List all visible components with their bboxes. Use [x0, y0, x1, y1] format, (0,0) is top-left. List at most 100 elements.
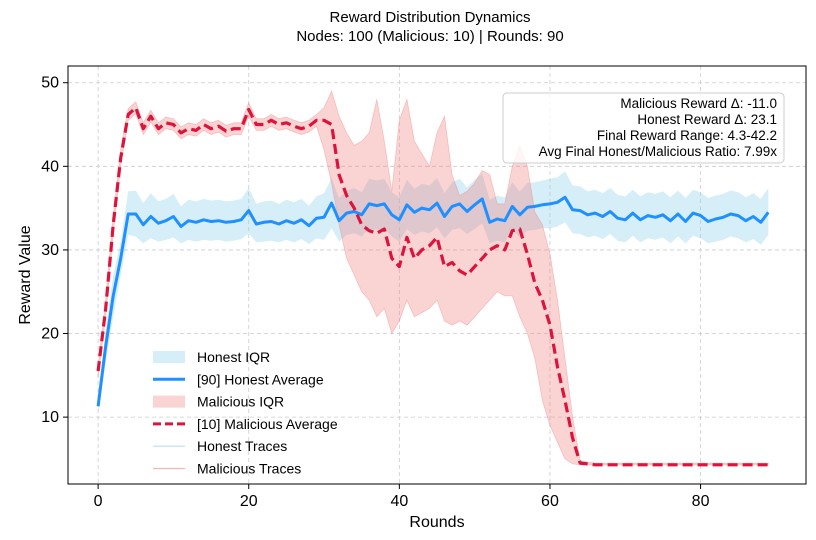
- malicious-average-point: [730, 464, 732, 466]
- stat-ratio: Avg Final Honest/Malicious Ratio: 7.99x: [539, 144, 778, 159]
- malicious-average-point: [587, 463, 589, 465]
- honest-average-point: [361, 214, 363, 216]
- grid: [68, 66, 806, 484]
- honest-average-point: [527, 206, 529, 208]
- malicious-average-point: [752, 464, 754, 466]
- honest-average-point: [707, 221, 709, 223]
- honest-average-point: [127, 213, 129, 215]
- malicious-average-point: [700, 464, 702, 466]
- honest-average-point: [188, 220, 190, 222]
- honest-average-point: [640, 219, 642, 221]
- malicious-average-point: [466, 274, 468, 276]
- honest-average-point: [481, 198, 483, 200]
- honest-average-point: [218, 220, 220, 222]
- legend-swatch-band: [153, 351, 185, 363]
- honest-average-point: [557, 201, 559, 203]
- malicious-average-point: [489, 249, 491, 251]
- honest-average-point: [271, 221, 273, 223]
- honest-average-point: [459, 203, 461, 205]
- malicious-average-point: [542, 299, 544, 301]
- malicious-average-point: [368, 230, 370, 232]
- malicious-average-point: [255, 124, 257, 126]
- honest-average-point: [572, 209, 574, 211]
- malicious-average-point: [97, 370, 99, 372]
- malicious-average-point: [188, 128, 190, 130]
- honest-average-point: [722, 217, 724, 219]
- malicious-average-point: [707, 464, 709, 466]
- malicious-average-point: [519, 228, 521, 230]
- honest-iqr-band: [98, 171, 769, 413]
- malicious-average-point: [338, 174, 340, 176]
- honest-average-point: [512, 206, 514, 208]
- honest-average-point: [286, 220, 288, 222]
- honest-average-point: [278, 223, 280, 225]
- malicious-average-point: [376, 232, 378, 234]
- honest-average-point: [210, 221, 212, 223]
- honest-average-point: [587, 214, 589, 216]
- honest-average-point: [233, 221, 235, 223]
- honest-average-point: [112, 295, 114, 297]
- malicious-average-point: [286, 122, 288, 124]
- malicious-average-point: [127, 114, 129, 116]
- x-tick-label: 0: [94, 493, 103, 510]
- malicious-average-point: [737, 464, 739, 466]
- plot-frame: [67, 65, 807, 485]
- malicious-average-point: [647, 464, 649, 466]
- malicious-average-point: [474, 266, 476, 268]
- honest-average-point: [647, 215, 649, 217]
- honest-average-point: [768, 212, 770, 214]
- honest-average-point: [662, 214, 664, 216]
- y-tick-label: 30: [41, 242, 59, 259]
- malicious-average-point: [308, 125, 310, 127]
- malicious-average-point: [677, 464, 679, 466]
- honest-average-point: [730, 213, 732, 215]
- malicious-average-point: [271, 120, 273, 122]
- malicious-iqr-band: [97, 89, 769, 466]
- honest-average-point: [414, 212, 416, 214]
- malicious-average-point: [624, 464, 626, 466]
- malicious-average-point: [579, 462, 581, 464]
- malicious-average-point: [745, 464, 747, 466]
- honest-average-point: [715, 218, 717, 220]
- honest-average-point: [466, 211, 468, 213]
- honest-average-point: [519, 214, 521, 216]
- honest-average-point: [158, 222, 160, 224]
- malicious-average-point: [331, 124, 333, 126]
- honest-average-point: [203, 219, 205, 221]
- honest-average-point: [632, 212, 634, 214]
- malicious-average-point: [165, 122, 167, 124]
- honest-average-point: [542, 204, 544, 206]
- malicious-average-point: [391, 257, 393, 259]
- stat-final-range: Final Reward Range: 4.3-42.2: [597, 128, 777, 143]
- malicious-average-line: [96, 106, 769, 467]
- malicious-average-point: [346, 195, 348, 197]
- honest-average-point: [255, 223, 257, 225]
- honest-average-point: [383, 203, 385, 205]
- malicious-average-point: [512, 230, 514, 232]
- honest-average-point: [700, 215, 702, 217]
- malicious-average-point: [301, 128, 303, 130]
- malicious-average-point: [399, 266, 401, 268]
- malicious-average-point: [180, 132, 182, 134]
- malicious-average-point: [112, 224, 114, 226]
- honest-average-point: [308, 225, 310, 227]
- honest-average-point: [346, 212, 348, 214]
- honest-average-point: [353, 211, 355, 213]
- malicious-average-point: [383, 228, 385, 230]
- honest-average-point: [150, 216, 152, 218]
- honest-average-point: [225, 222, 227, 224]
- malicious-average-point: [609, 464, 611, 466]
- malicious-average-point: [632, 464, 634, 466]
- legend-label: [10] Malicious Average: [197, 416, 338, 432]
- malicious-average-point: [150, 115, 152, 117]
- malicious-average-point: [240, 128, 242, 130]
- malicious-average-point: [655, 464, 657, 466]
- honest-average-point: [579, 210, 581, 212]
- x-axis-label: Rounds: [409, 514, 464, 531]
- honest-average-point: [685, 221, 687, 223]
- x-tick-label: 60: [541, 493, 559, 510]
- honest-average-point: [97, 405, 99, 407]
- y-axis-label: Reward Value: [17, 225, 34, 324]
- honest-average-point: [323, 217, 325, 219]
